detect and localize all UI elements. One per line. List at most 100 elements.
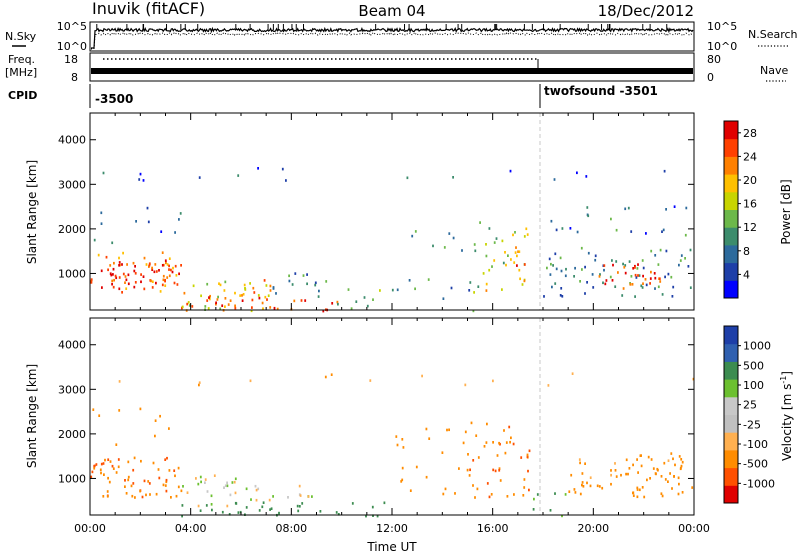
range-cell bbox=[442, 492, 445, 496]
y-tick-label: 4000 bbox=[58, 339, 86, 352]
range-cell bbox=[561, 295, 564, 298]
range-cell bbox=[464, 383, 467, 387]
freq-left-tick-top: 18 bbox=[64, 53, 78, 66]
range-cell bbox=[178, 218, 180, 221]
range-cell bbox=[224, 297, 227, 300]
range-cell bbox=[637, 471, 639, 474]
range-cell bbox=[217, 295, 219, 299]
range-cell bbox=[139, 407, 142, 411]
range-cell bbox=[509, 440, 511, 444]
range-cell bbox=[513, 493, 515, 496]
range-cell bbox=[198, 176, 201, 179]
range-cell bbox=[427, 278, 430, 281]
range-cell bbox=[673, 475, 675, 478]
range-cell bbox=[672, 285, 675, 289]
range-cell bbox=[528, 488, 530, 492]
range-cell bbox=[632, 491, 635, 494]
x-tick-label: 16:00 bbox=[477, 522, 509, 535]
range-cell bbox=[331, 302, 334, 305]
range-cell bbox=[269, 306, 272, 309]
velocity-data bbox=[90, 372, 695, 518]
range-cell bbox=[107, 268, 109, 272]
range-cell bbox=[164, 458, 167, 461]
range-cell bbox=[228, 513, 231, 516]
range-cell bbox=[162, 274, 165, 278]
range-cell bbox=[142, 179, 145, 182]
range-cell bbox=[250, 498, 252, 501]
range-cell bbox=[665, 249, 668, 253]
range-cell bbox=[200, 294, 202, 298]
range-cell bbox=[636, 488, 639, 491]
range-cell bbox=[237, 174, 240, 177]
range-cell bbox=[470, 421, 473, 425]
range-cell bbox=[130, 484, 133, 488]
range-cell bbox=[250, 309, 253, 313]
freq-left-tick-bottom: 8 bbox=[71, 71, 78, 84]
range-cell bbox=[624, 264, 627, 267]
range-cell bbox=[591, 273, 594, 276]
range-cell bbox=[628, 260, 631, 263]
range-cell bbox=[627, 206, 630, 210]
y-tick-label: 2000 bbox=[58, 428, 86, 441]
range-cell bbox=[172, 266, 174, 270]
range-cell bbox=[166, 456, 168, 460]
range-cell bbox=[649, 282, 651, 285]
range-cell bbox=[314, 281, 317, 285]
range-cell bbox=[213, 474, 216, 477]
range-cell bbox=[102, 462, 105, 465]
colorbar-segment bbox=[724, 361, 738, 380]
range-cell bbox=[657, 468, 659, 472]
range-cell bbox=[350, 307, 353, 310]
range-cell bbox=[140, 459, 142, 463]
range-cell bbox=[159, 290, 162, 293]
range-cell bbox=[406, 176, 409, 180]
range-cell bbox=[115, 276, 118, 280]
range-cell bbox=[197, 504, 200, 508]
range-cell bbox=[561, 514, 563, 518]
range-cell bbox=[622, 287, 625, 290]
range-cell bbox=[554, 252, 557, 256]
range-cell bbox=[134, 281, 137, 284]
noise-left-tick-bottom: 10^0 bbox=[57, 40, 87, 53]
range-cell bbox=[158, 476, 161, 480]
power-colorbar: 4 8 12 16 20 24 28 bbox=[723, 120, 757, 299]
range-cell bbox=[637, 274, 639, 277]
range-cell bbox=[148, 265, 150, 268]
range-cell bbox=[564, 274, 567, 278]
range-cell bbox=[589, 476, 592, 479]
noise-traces bbox=[91, 24, 694, 50]
range-cell bbox=[297, 509, 300, 513]
range-cell bbox=[145, 493, 147, 497]
range-cell bbox=[649, 477, 651, 480]
range-cell bbox=[641, 259, 644, 262]
range-cell bbox=[234, 306, 237, 310]
range-cell bbox=[495, 237, 498, 240]
power-data bbox=[90, 167, 692, 313]
range-cell bbox=[473, 243, 476, 246]
range-cell bbox=[401, 478, 404, 482]
range-cell bbox=[148, 263, 151, 267]
range-cell bbox=[150, 279, 152, 283]
range-cell bbox=[126, 263, 128, 266]
cpid-label: CPID bbox=[8, 89, 37, 102]
range-cell bbox=[630, 275, 633, 278]
range-cell bbox=[285, 179, 287, 182]
range-cell bbox=[617, 271, 619, 274]
range-cell bbox=[514, 231, 516, 234]
range-cell bbox=[174, 231, 176, 234]
range-cell bbox=[270, 507, 273, 510]
range-cell bbox=[146, 206, 149, 210]
range-cell bbox=[568, 490, 571, 493]
range-cell bbox=[628, 467, 631, 470]
range-cell bbox=[337, 513, 340, 516]
range-cell bbox=[154, 419, 157, 422]
range-cell bbox=[177, 466, 180, 470]
range-cell bbox=[584, 462, 586, 465]
range-cell bbox=[179, 212, 182, 215]
velocity-panel: 1000 2000 3000 4000 00:00 04:00 08:00 12:00 16:… bbox=[25, 317, 794, 554]
range-cell bbox=[517, 250, 519, 253]
range-cell bbox=[636, 458, 638, 461]
range-cell bbox=[237, 511, 240, 514]
power-colorbar-label: Power [dB] bbox=[779, 179, 793, 244]
range-cell bbox=[514, 251, 517, 254]
